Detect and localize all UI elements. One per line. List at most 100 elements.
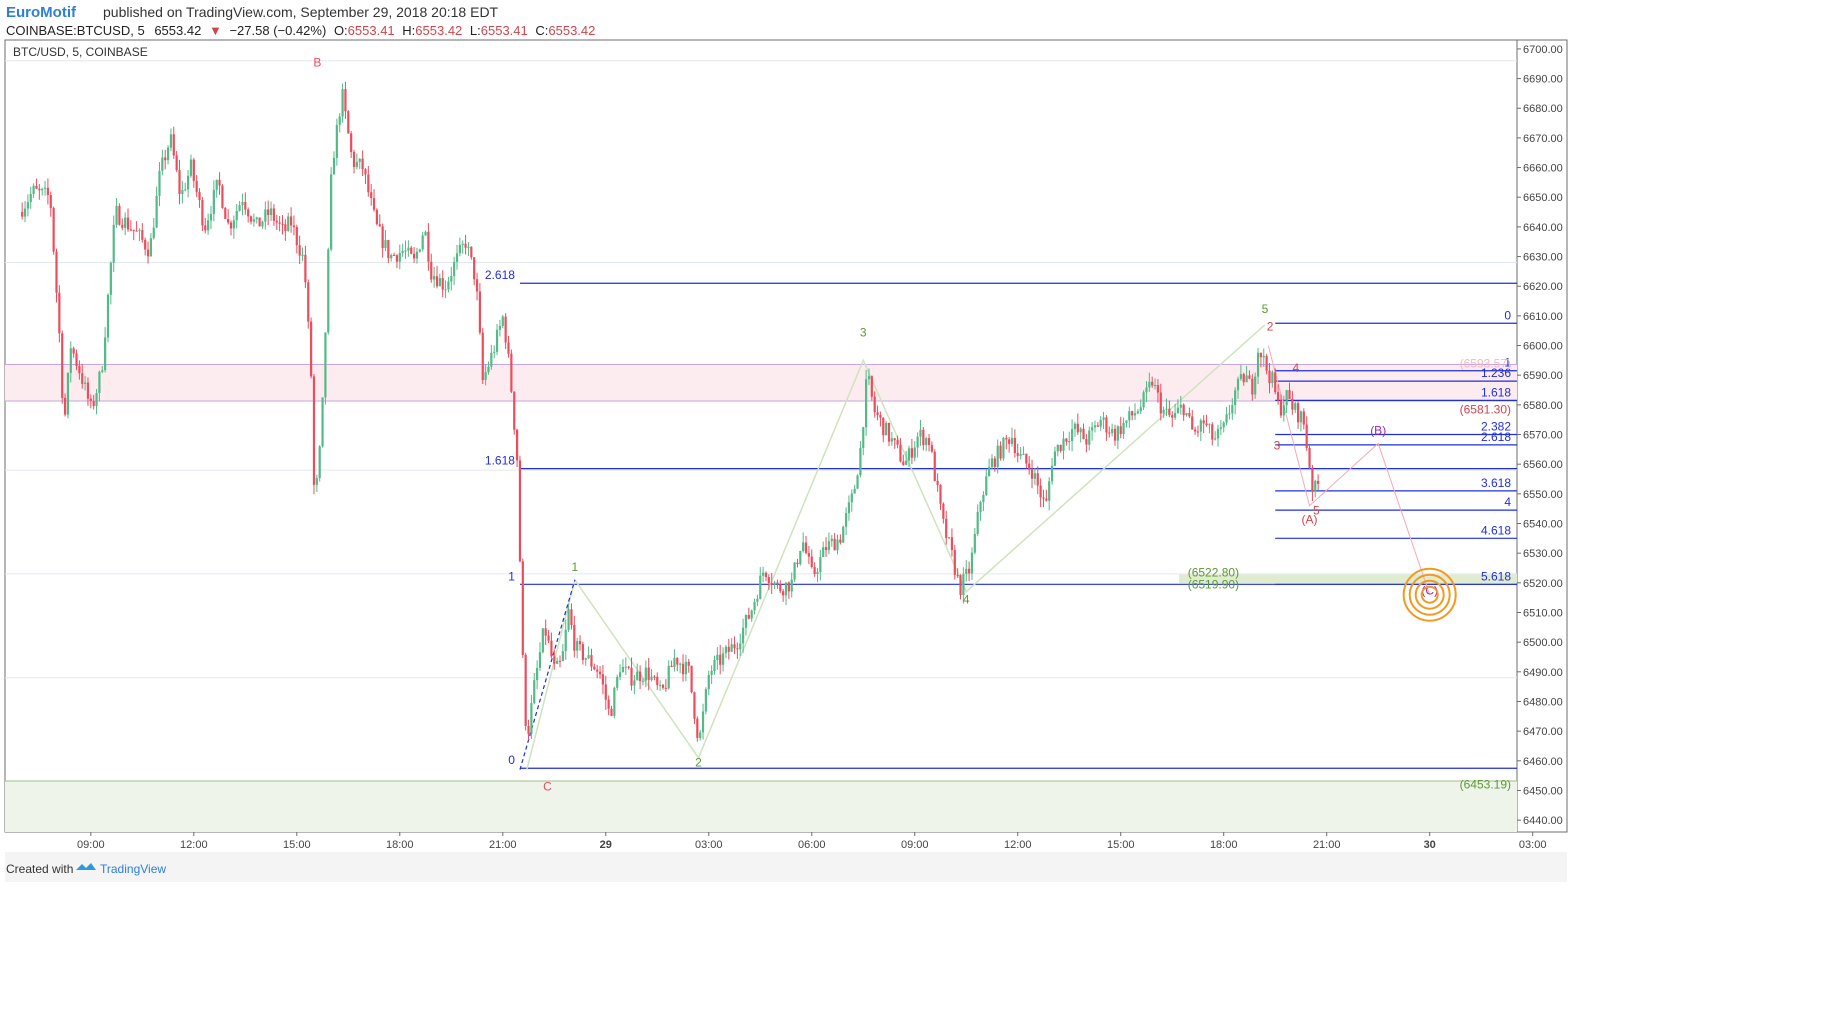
candle-body [925, 438, 928, 446]
candle-body [450, 276, 453, 282]
y-tick-label: 6660.00 [1523, 163, 1563, 175]
candle-body [121, 224, 124, 228]
candle-body [298, 245, 301, 256]
candle-body [576, 641, 579, 651]
candle-body [1005, 437, 1008, 440]
published-text: published on TradingView.com, September … [103, 4, 499, 20]
candle-body [713, 659, 716, 672]
candle-body [467, 246, 470, 248]
fib-level-label: 4.618 [1481, 523, 1511, 537]
candle-body [1205, 423, 1208, 426]
footer-bar [5, 852, 1567, 882]
candle-body [381, 226, 384, 249]
open-value: 6553.41 [348, 23, 395, 38]
candle-body [561, 651, 564, 661]
candle-body [1171, 415, 1174, 418]
candle-body [581, 644, 584, 660]
candle-body [913, 447, 916, 458]
candle-body [421, 235, 424, 250]
candle-body [435, 276, 439, 287]
candle-body [988, 467, 991, 477]
candle-body [164, 157, 167, 161]
candle-body [433, 276, 436, 280]
candle-body [865, 379, 868, 428]
candle-body [186, 175, 190, 190]
candle-body [850, 493, 853, 503]
candle-body [650, 676, 653, 680]
candle-body [804, 542, 808, 554]
x-tick-label: 21:00 [1313, 839, 1341, 851]
candle-body [896, 440, 899, 445]
candle-body [947, 537, 951, 539]
y-tick-label: 6630.00 [1523, 252, 1563, 264]
candle-body [149, 238, 153, 257]
candle-body [616, 676, 619, 688]
candle-body [673, 657, 676, 668]
candle-body [919, 429, 922, 437]
candle-body [1214, 438, 1217, 440]
price-label: (6453.19) [1460, 778, 1511, 792]
target-circle-icon [1402, 567, 1457, 622]
candle-body [81, 373, 84, 384]
candle-body [1305, 424, 1308, 449]
symbol-label: COINBASE:BTCUSD, 5 6553.42 ▼ −27.58 (−0.… [6, 23, 595, 38]
candle-body [513, 391, 516, 430]
candle-body [98, 371, 101, 394]
candle-body [287, 216, 290, 231]
x-tick-label: 15:00 [1107, 839, 1135, 851]
x-axis-ticks: 09:00 12:00 15:00 18:00 21:00 29 03:00 06:00 09:… [77, 832, 1546, 851]
candle-body [281, 223, 284, 225]
candle-body [375, 209, 379, 225]
candle-body [810, 556, 813, 567]
candle-body [1136, 411, 1139, 414]
candle-body [959, 575, 962, 596]
candle-body [844, 513, 848, 527]
candle-body [684, 661, 687, 675]
candle-body [352, 152, 356, 168]
candle-body [907, 448, 911, 461]
tradingview-link[interactable]: TradingView [100, 862, 166, 876]
candle-body [862, 427, 865, 448]
target-circle-icon [1408, 573, 1451, 616]
candle-body [730, 644, 733, 652]
close-label: C: [535, 23, 548, 38]
candle-body [52, 208, 55, 252]
y-tick-label: 6620.00 [1523, 281, 1563, 293]
candle-body [221, 185, 224, 208]
candle-body [816, 572, 819, 574]
candle-body [945, 518, 948, 538]
plot-area[interactable] [4, 39, 1518, 833]
candle-body [802, 542, 805, 552]
candle-body [275, 220, 278, 223]
candle-body [238, 205, 241, 211]
candle-body [92, 400, 95, 406]
candle-body [58, 292, 61, 334]
candle-body [398, 252, 401, 262]
candle-body [1016, 453, 1019, 456]
candle-body [727, 646, 730, 652]
author-link[interactable]: EuroMotif [6, 4, 77, 21]
candle-body [890, 438, 893, 442]
candle-body [86, 382, 90, 399]
candle-body [1039, 485, 1042, 498]
candle-body [324, 332, 327, 398]
price-axis[interactable] [1516, 39, 1568, 833]
price-label: (6593.57) [1460, 356, 1511, 370]
candle-body [968, 568, 971, 574]
y-tick-label: 6550.00 [1523, 489, 1563, 501]
candle-body [1231, 404, 1234, 414]
y-tick-label: 6440.00 [1523, 815, 1563, 827]
candle-body [41, 188, 44, 191]
candle-body [573, 625, 576, 651]
candle-body [258, 217, 261, 227]
candle-body [498, 325, 502, 330]
candle-body [444, 289, 447, 291]
symbol-name: COINBASE:BTCUSD, 5 [6, 23, 145, 38]
y-tick-label: 6580.00 [1523, 400, 1563, 412]
candle-body [161, 157, 164, 171]
candle-body [796, 562, 799, 565]
candle-body [656, 676, 659, 686]
candle-body [750, 610, 753, 619]
candle-body [1116, 426, 1119, 441]
candle-body [905, 460, 908, 465]
